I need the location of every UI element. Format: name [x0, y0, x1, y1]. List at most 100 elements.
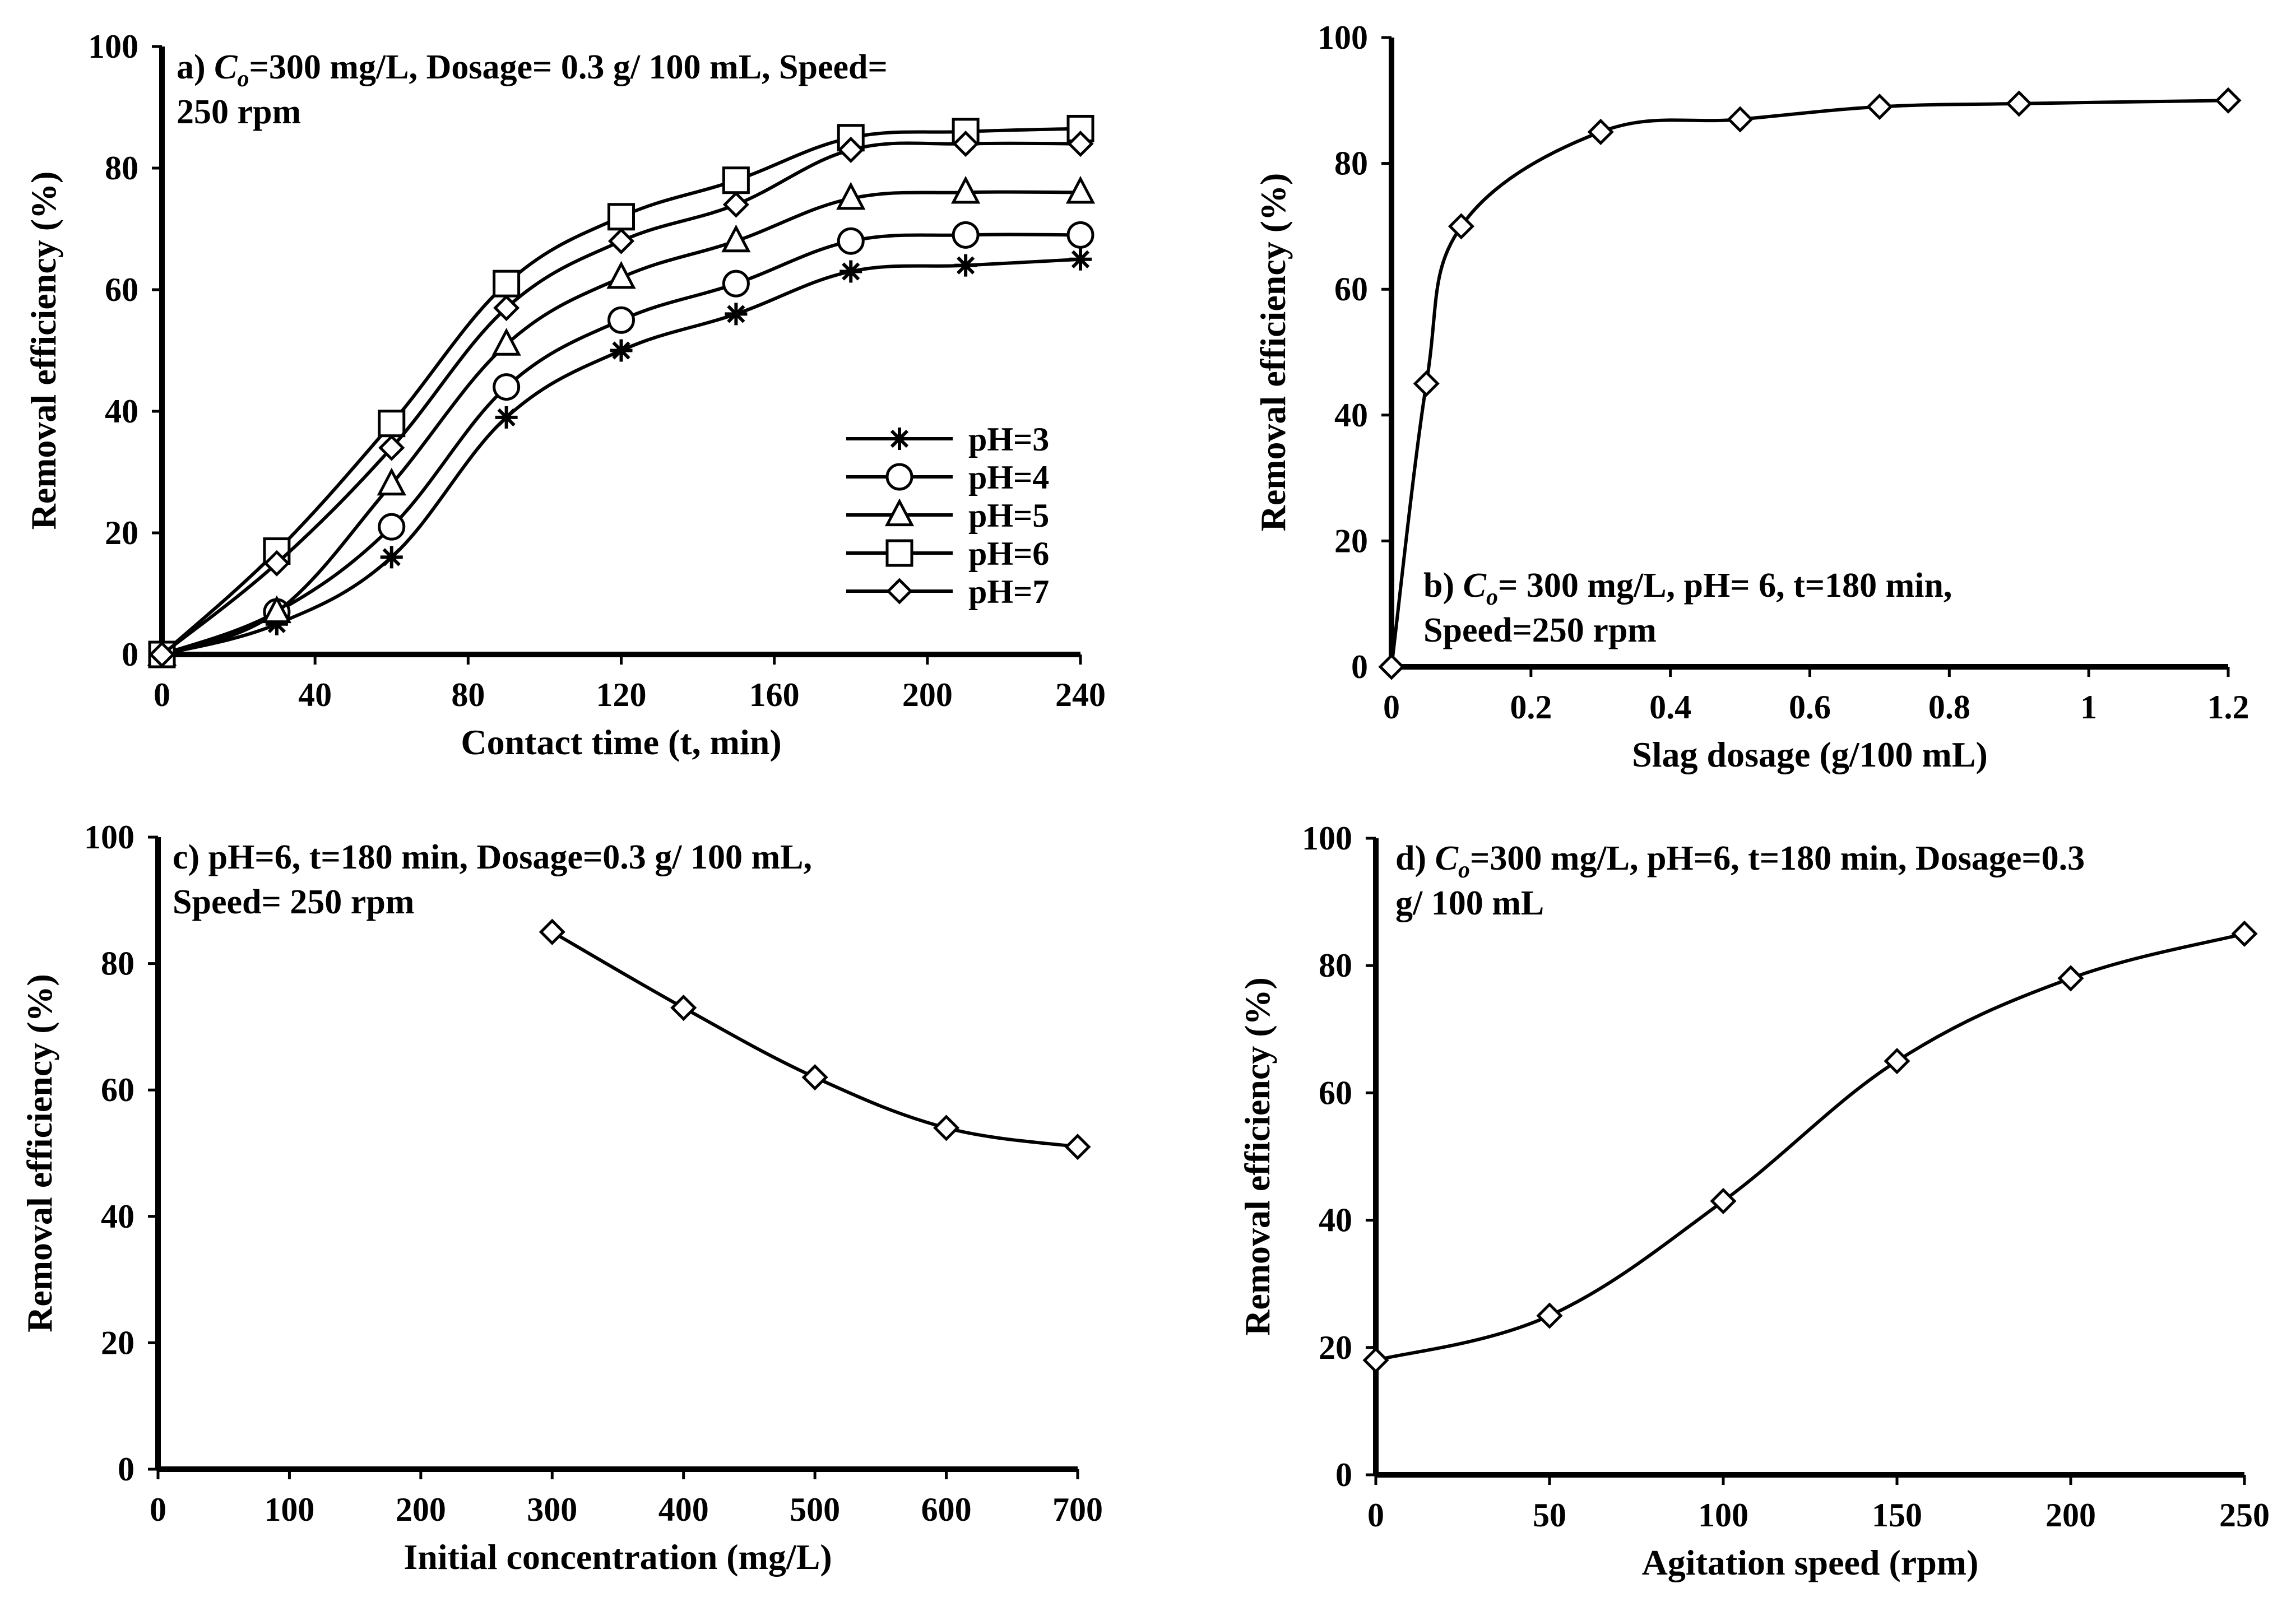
- data-point: [670, 995, 697, 1021]
- legend-marker: [885, 463, 913, 491]
- x-tick-label: 0: [154, 676, 170, 713]
- legend-item: pH=4: [846, 459, 1049, 496]
- data-point: [725, 303, 748, 326]
- x-axis-title: Agitation speed (rpm): [1642, 1543, 1979, 1582]
- legend-label: pH=7: [968, 573, 1049, 610]
- series-line: [551, 930, 1078, 1149]
- data-point: [377, 467, 406, 496]
- x-tick-label: 160: [749, 676, 800, 713]
- data-point: [606, 261, 636, 289]
- x-tick-label: 80: [451, 676, 485, 713]
- legend-item: pH=7: [846, 573, 1049, 610]
- legend-label: pH=3: [968, 421, 1049, 458]
- series-line: [161, 233, 1081, 656]
- y-tick-label: 60: [101, 1071, 134, 1108]
- y-tick-label: 100: [84, 819, 134, 856]
- y-axis-title: Removal efficiency (%): [1237, 977, 1277, 1336]
- data-point: [262, 595, 292, 624]
- x-tick-label: 400: [658, 1491, 709, 1528]
- y-tick-label: 80: [1334, 145, 1368, 182]
- y-axis-title: Removal efficiency (%): [1253, 173, 1293, 532]
- series-1: [1362, 920, 2258, 1374]
- y-tick-label: 0: [122, 636, 138, 673]
- x-tick-label: 0.2: [1510, 689, 1552, 726]
- x-tick-label: 250: [2219, 1497, 2270, 1534]
- legend-label: pH=5: [968, 497, 1049, 534]
- x-tick-label: 240: [1055, 676, 1106, 713]
- data-point: [836, 182, 866, 210]
- data-point: [378, 410, 406, 438]
- data-point: [722, 166, 750, 194]
- data-point: [1710, 1187, 1737, 1215]
- annotation-line-1: a) Co=300 mg/L, Dosage= 0.3 g/ 100 mL, S…: [177, 48, 888, 92]
- x-tick-label: 1: [2080, 689, 2097, 726]
- y-tick-label: 60: [105, 271, 138, 308]
- x-tick-label: 100: [1698, 1497, 1748, 1534]
- chart-c: 0 100 200 300 400 500 600 700 0 20 40 60 80 100 Initia…: [20, 819, 1103, 1577]
- data-point: [1413, 370, 1440, 397]
- y-tick-label: 100: [1318, 19, 1368, 56]
- data-point: [722, 191, 749, 218]
- x-tick-label: 120: [596, 676, 647, 713]
- series-ph-5: [147, 175, 1096, 666]
- data-point: [493, 270, 521, 298]
- series-line: [161, 190, 1081, 656]
- x-tick-label: 0.4: [1649, 689, 1691, 726]
- y-tick-label: 40: [1319, 1202, 1352, 1239]
- data-point: [722, 270, 750, 298]
- data-point: [1069, 248, 1092, 271]
- data-point: [378, 434, 405, 461]
- data-point: [1866, 93, 1893, 120]
- data-point: [954, 254, 977, 277]
- y-tick-label: 20: [101, 1324, 134, 1361]
- data-point: [1727, 106, 1754, 133]
- legend-marker: [885, 539, 913, 567]
- x-tick-label: 0.8: [1928, 689, 1970, 726]
- y-tick-label: 80: [1319, 947, 1352, 984]
- y-tick-label: 0: [1335, 1456, 1352, 1493]
- data-point: [1067, 131, 1094, 157]
- data-point: [952, 221, 980, 249]
- y-tick-label: 0: [118, 1451, 134, 1488]
- x-tick-label: 100: [264, 1491, 314, 1528]
- series-1: [1378, 87, 2242, 680]
- data-point: [1065, 175, 1096, 204]
- data-point: [2006, 90, 2033, 117]
- legend-label: pH=6: [968, 535, 1049, 572]
- x-axis-title: Slag dosage (g/100 mL): [1632, 735, 1988, 774]
- chart-d: 0 50 100 150 200 250 0 20 40 60 80 100 Agitation spe…: [1237, 820, 2270, 1582]
- legend-item: pH=3: [846, 421, 1049, 458]
- legend-marker: [884, 498, 915, 527]
- annotation-line-2: g/ 100 mL: [1395, 884, 1544, 922]
- data-point: [933, 1115, 960, 1141]
- annotation-line-2: Speed= 250 rpm: [173, 883, 414, 921]
- x-tick-label: 500: [790, 1491, 840, 1528]
- y-tick-label: 100: [88, 28, 138, 65]
- data-point: [493, 373, 521, 401]
- x-tick-label: 200: [902, 676, 953, 713]
- data-point: [263, 550, 290, 577]
- x-tick-label: 1.2: [2207, 689, 2249, 726]
- data-point: [491, 328, 521, 356]
- series-line: [160, 127, 1081, 656]
- data-point: [1066, 221, 1094, 249]
- x-tick-label: 150: [1872, 1497, 1922, 1534]
- data-point: [837, 227, 865, 255]
- data-point: [950, 175, 981, 204]
- data-point: [493, 295, 520, 322]
- annotation-line-2: Speed=250 rpm: [1423, 611, 1657, 649]
- data-point: [952, 131, 979, 157]
- legend-label: pH=4: [968, 459, 1049, 496]
- x-tick-label: 600: [921, 1491, 972, 1528]
- series-1: [539, 918, 1091, 1160]
- legend-item: pH=5: [846, 497, 1049, 534]
- annotation-line-1: d) Co=300 mg/L, pH=6, t=180 min, Dosage=…: [1395, 839, 2085, 883]
- y-tick-label: 60: [1334, 271, 1368, 308]
- x-tick-label: 200: [396, 1491, 446, 1528]
- x-tick-label: 700: [1052, 1491, 1103, 1528]
- data-point: [2057, 965, 2084, 992]
- data-point: [1064, 1134, 1091, 1160]
- data-point: [378, 513, 406, 541]
- annotation-line-2: 250 rpm: [177, 93, 301, 131]
- x-tick-label: 50: [1533, 1497, 1566, 1534]
